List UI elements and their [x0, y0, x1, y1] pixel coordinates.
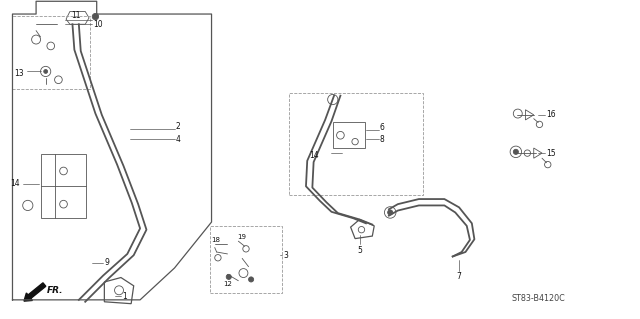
- FancyArrow shape: [24, 283, 46, 301]
- Text: 4: 4: [176, 135, 180, 144]
- Circle shape: [513, 149, 518, 154]
- Text: 12: 12: [223, 281, 232, 287]
- Text: 19: 19: [237, 234, 246, 240]
- Bar: [289, 93, 423, 195]
- Text: 9: 9: [104, 258, 109, 267]
- Text: ST83-B4120C: ST83-B4120C: [512, 294, 566, 303]
- Bar: [40, 154, 86, 218]
- Text: 6: 6: [380, 123, 385, 132]
- Text: 2: 2: [176, 122, 180, 131]
- Text: 8: 8: [380, 135, 385, 144]
- Circle shape: [248, 277, 253, 282]
- Text: 14: 14: [309, 151, 319, 160]
- Text: 1: 1: [122, 292, 127, 300]
- Text: 16: 16: [546, 110, 556, 119]
- Text: 18: 18: [212, 237, 221, 243]
- Circle shape: [92, 13, 99, 20]
- Text: 10: 10: [93, 20, 102, 29]
- Text: 3: 3: [283, 251, 288, 260]
- Text: 5: 5: [357, 246, 362, 255]
- Text: 13: 13: [14, 69, 24, 78]
- Bar: [12, 16, 90, 89]
- Bar: [333, 122, 365, 148]
- Circle shape: [388, 210, 393, 215]
- Text: 7: 7: [457, 272, 461, 281]
- Text: FR.: FR.: [47, 286, 63, 295]
- Circle shape: [44, 70, 47, 73]
- Text: 14: 14: [10, 179, 20, 188]
- Text: 15: 15: [546, 149, 556, 158]
- Text: 11: 11: [72, 11, 81, 20]
- Bar: [211, 226, 282, 293]
- Circle shape: [226, 274, 231, 279]
